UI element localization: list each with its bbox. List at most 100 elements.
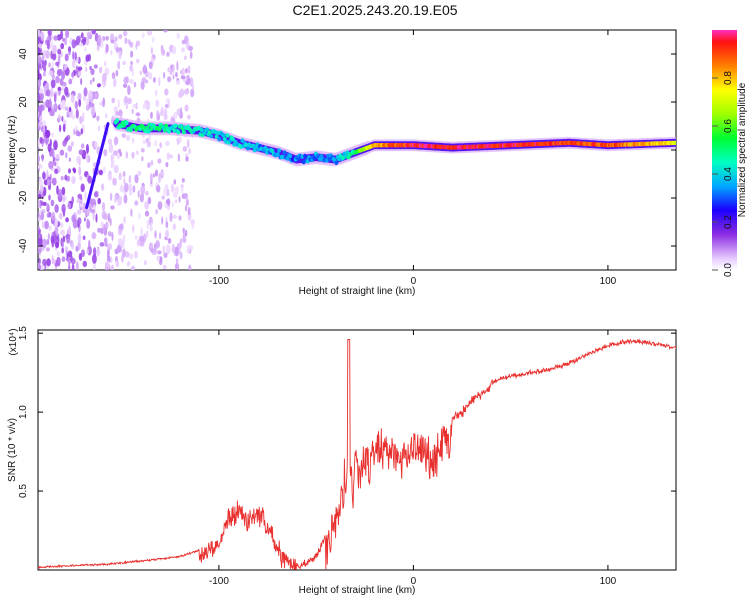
noise-blob <box>61 115 64 122</box>
noise-blob <box>172 74 175 80</box>
noise-blob <box>38 95 41 103</box>
noise-blob <box>122 61 126 65</box>
noise-blob <box>69 106 72 112</box>
noise-blob <box>38 142 40 148</box>
noise-blob <box>130 50 134 58</box>
noise-blob <box>150 160 154 166</box>
spectrogram-panel: -100 0 100 -40 -20 0 20 40 Height of straight l… <box>7 29 677 297</box>
noise-blob <box>138 213 141 219</box>
noise-blob <box>38 147 41 152</box>
noise-blob <box>176 32 180 39</box>
ridge-core <box>173 123 178 128</box>
noise-blob <box>83 95 86 101</box>
noise-blob <box>89 79 93 85</box>
noise-blob <box>91 232 97 240</box>
noise-blob <box>162 72 166 79</box>
noise-blob <box>178 196 181 203</box>
noise-blob <box>67 145 73 152</box>
noise-blob <box>122 83 128 88</box>
ridge-core <box>128 127 133 133</box>
noise-blob <box>88 239 91 250</box>
noise-blob <box>46 202 49 211</box>
noise-blob <box>125 104 128 110</box>
noise-blob <box>68 225 71 236</box>
noise-blob <box>54 168 59 174</box>
noise-blob <box>147 162 151 169</box>
noise-blob <box>87 175 93 184</box>
noise-blob <box>50 79 56 89</box>
x-tick-label: 100 <box>600 276 617 287</box>
noise-blob <box>130 60 133 66</box>
snr-frame <box>37 329 677 571</box>
noise-blob <box>42 201 47 206</box>
noise-blob <box>51 132 54 138</box>
noise-blob <box>165 230 169 238</box>
noise-blob <box>125 151 129 159</box>
noise-blob <box>71 263 75 270</box>
ridge-core <box>319 154 324 159</box>
noise-blob <box>186 245 191 254</box>
noise-blob <box>93 247 97 256</box>
noise-blob <box>187 65 191 74</box>
ridge-core <box>205 127 209 132</box>
noise-blob <box>167 67 170 73</box>
ridge-core <box>217 137 222 142</box>
noise-blob <box>189 51 193 60</box>
noise-blob <box>77 240 81 251</box>
noise-blob <box>176 108 182 116</box>
noise-blob <box>146 219 150 230</box>
ridge-core <box>312 155 317 161</box>
noise-blob <box>48 194 51 201</box>
noise-blob <box>51 148 55 159</box>
ridge-core <box>263 145 268 151</box>
noise-blob <box>97 197 101 205</box>
noise-blob <box>112 78 117 88</box>
noise-blob <box>46 258 51 267</box>
chirp-streak <box>85 122 110 210</box>
noise-blob <box>50 40 54 51</box>
noise-blob <box>85 36 90 46</box>
noise-blob <box>71 39 77 49</box>
noise-blob <box>105 113 108 119</box>
noise-blob <box>68 263 71 270</box>
noise-blob <box>170 185 175 193</box>
noise-blob <box>72 51 75 60</box>
noise-blob <box>57 86 62 91</box>
noise-blob <box>172 64 175 74</box>
noise-blob <box>107 261 110 269</box>
noise-blob <box>133 81 137 88</box>
noise-blob <box>182 227 185 234</box>
noise-blob <box>110 205 115 210</box>
noise-blob <box>98 66 103 74</box>
ridge-core <box>673 140 676 145</box>
noise-blob <box>55 75 60 84</box>
noise-blob <box>114 36 118 42</box>
noise-blob <box>38 56 42 65</box>
noise-blob <box>184 229 188 237</box>
noise-blob <box>182 146 188 152</box>
noise-blob <box>170 117 174 123</box>
noise-blob <box>85 66 88 73</box>
noise-blob <box>61 241 64 248</box>
noise-blob <box>150 248 154 253</box>
noise-blob <box>104 237 108 244</box>
noise-blob <box>149 173 153 182</box>
ridge-core <box>221 133 226 138</box>
noise-blob <box>190 88 195 98</box>
noise-blob <box>61 186 66 196</box>
noise-blob <box>165 244 171 255</box>
noise-blob <box>145 190 149 196</box>
noise-blob <box>185 198 189 207</box>
noise-blob <box>56 250 60 257</box>
noise-blob <box>88 90 93 100</box>
noise-blob <box>74 100 79 110</box>
noise-blob <box>123 216 127 224</box>
noise-blob <box>48 160 54 170</box>
noise-blob <box>71 176 76 184</box>
noise-blob <box>169 212 173 223</box>
colorbar-tick-label: 0.4 <box>723 167 734 181</box>
noise-blob <box>164 88 169 96</box>
noise-blob <box>55 242 60 249</box>
noise-blob <box>55 61 59 66</box>
